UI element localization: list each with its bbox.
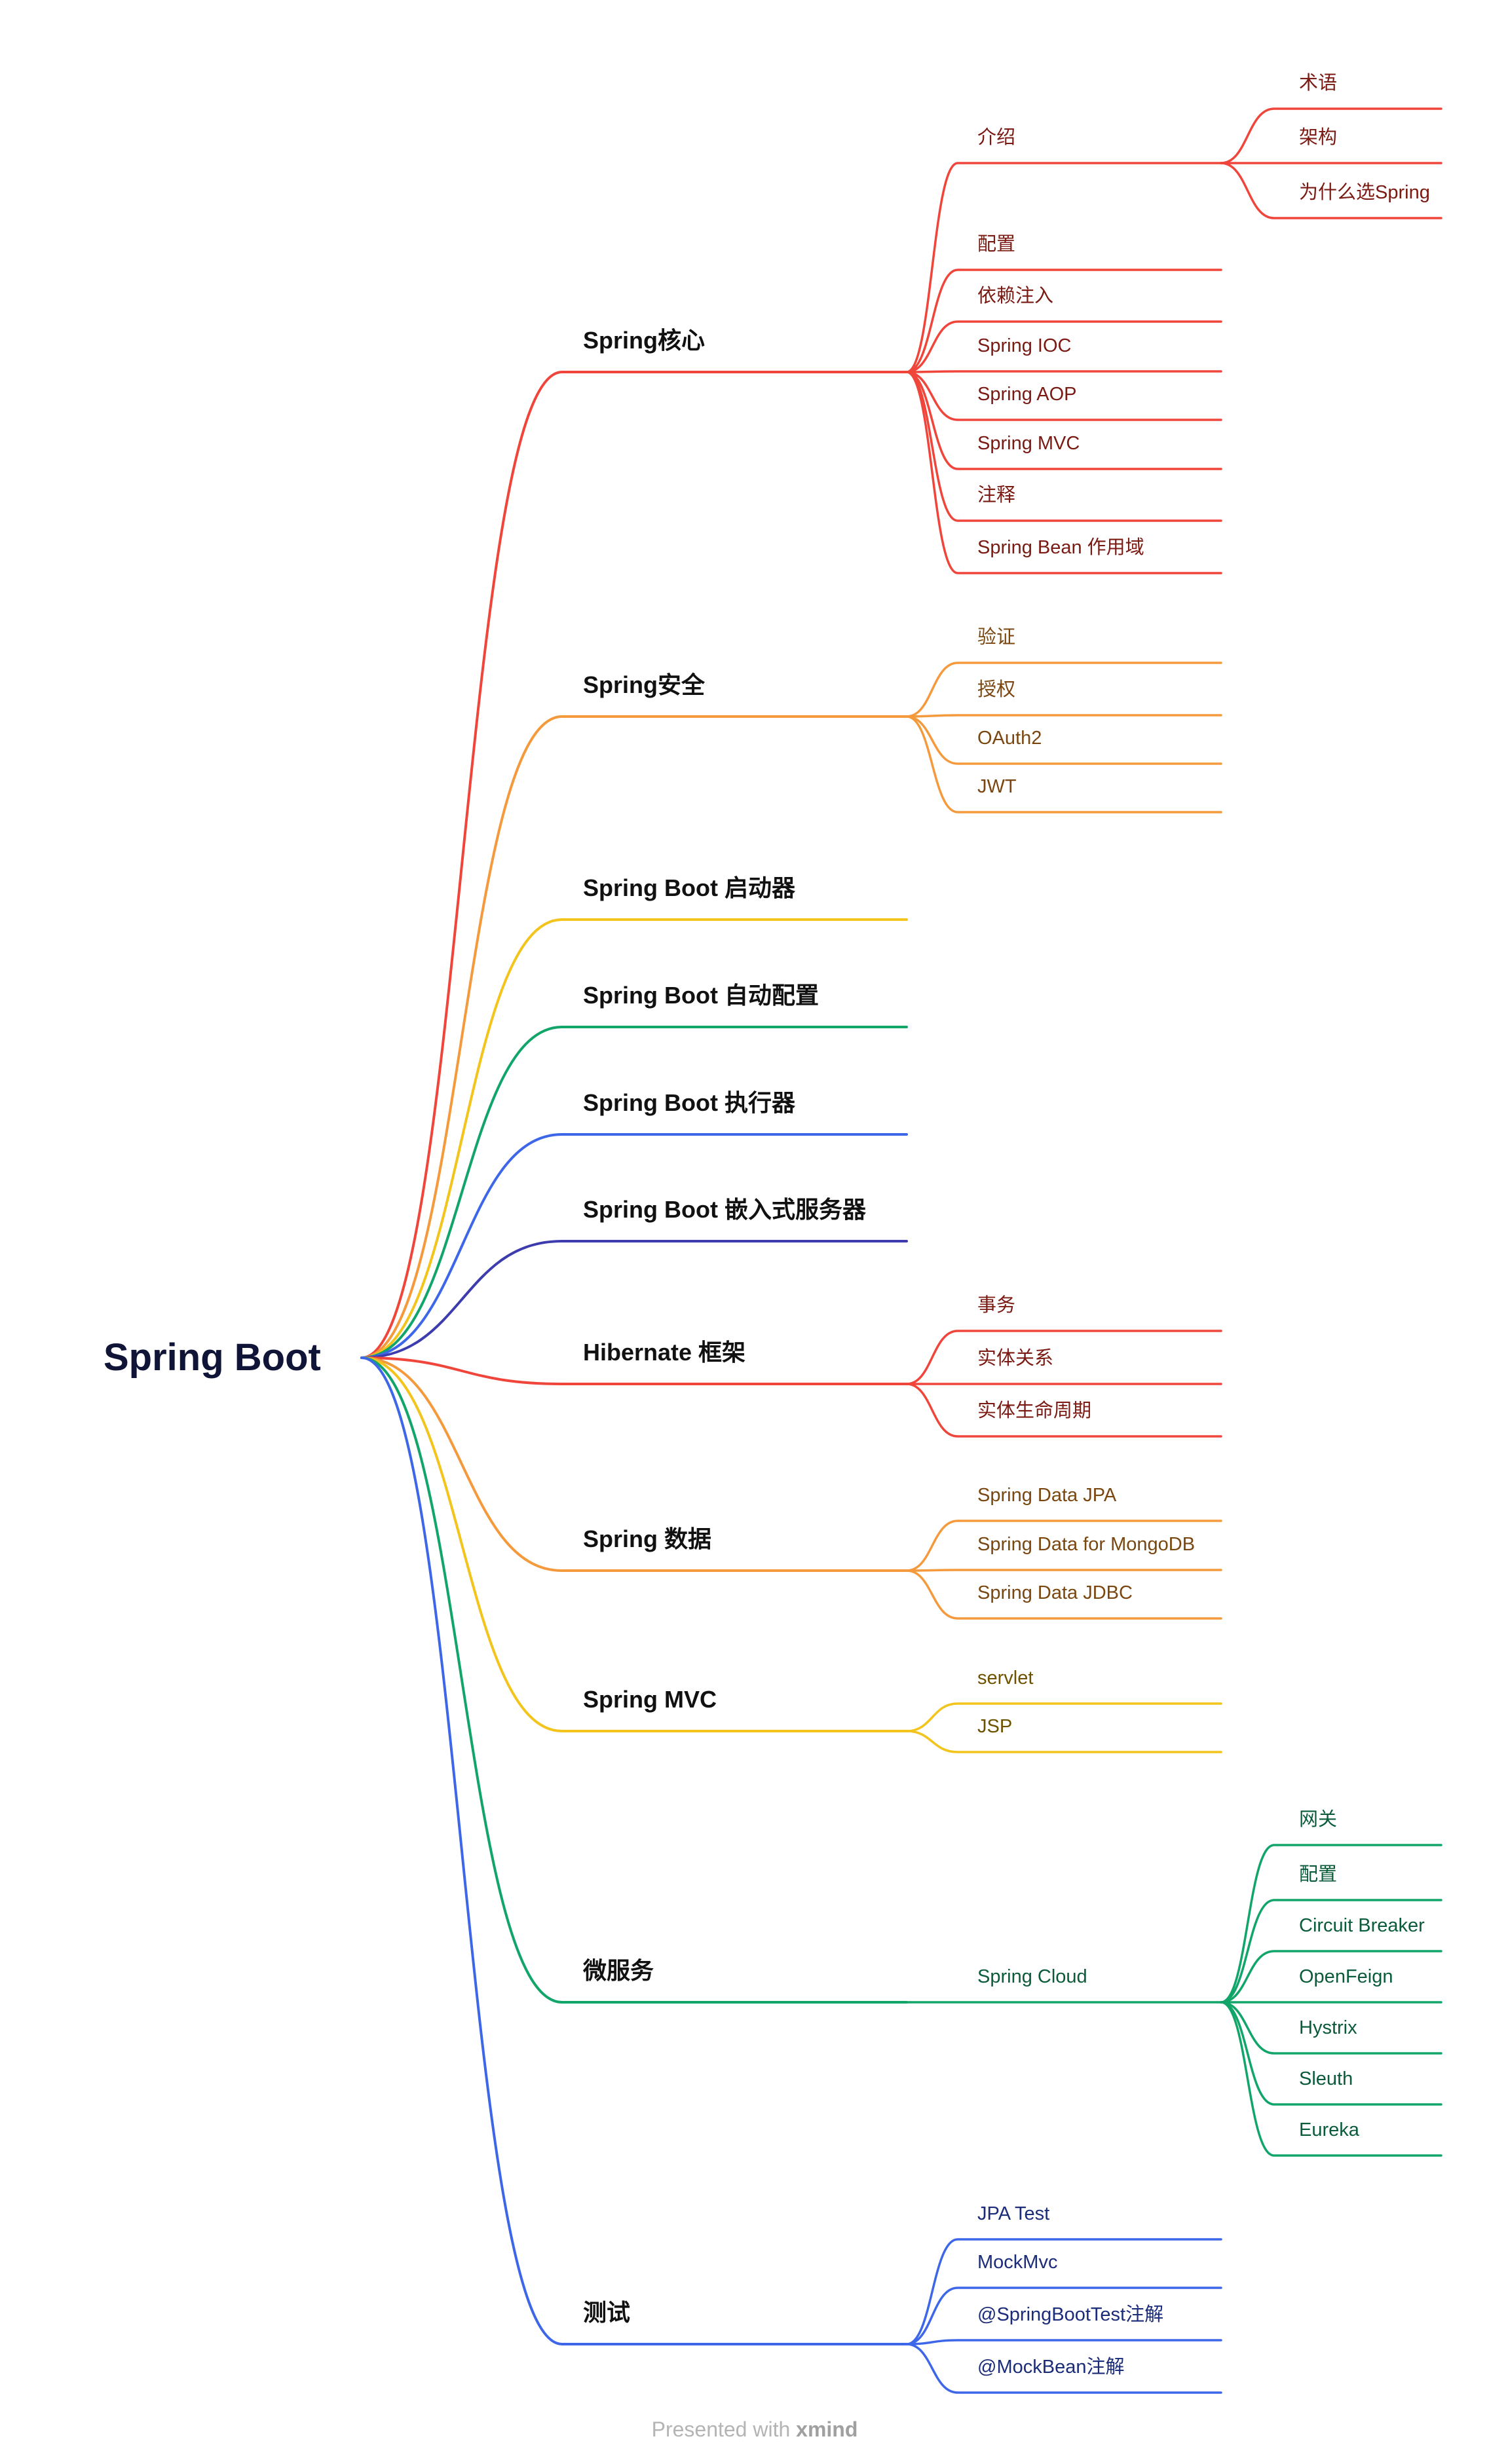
subtopic[interactable]: OAuth2	[977, 728, 1042, 749]
subtopic[interactable]: 验证	[977, 626, 1015, 648]
subtopic-connector	[905, 1569, 1222, 1620]
subtopic-connector	[905, 370, 1222, 373]
subtopic[interactable]: servlet	[977, 1668, 1033, 1689]
leaf-topic[interactable]: 为什么选Spring	[1299, 181, 1430, 203]
root-topic[interactable]: Spring Boot	[104, 1336, 321, 1379]
footer-credit: Presented with xmind	[652, 2417, 858, 2441]
subtopic-connector	[905, 715, 1222, 813]
main-branch-connector	[360, 1356, 908, 2004]
subtopic-connector	[905, 1569, 1222, 1572]
subtopic[interactable]: 依赖注入	[977, 285, 1053, 307]
subtopic[interactable]: Spring Data JPA	[977, 1485, 1117, 1506]
subtopic-connector	[905, 371, 1222, 421]
leaf-topic[interactable]: Hystrix	[1299, 2017, 1357, 2038]
leaf-connector	[1220, 1899, 1442, 2004]
subtopic[interactable]: 事务	[977, 1294, 1015, 1316]
main-topic[interactable]: Hibernate 框架	[583, 1339, 745, 1366]
connector-lines	[360, 107, 1442, 2394]
main-topic[interactable]: Spring Boot 启动器	[583, 874, 796, 901]
subtopic[interactable]: Spring MVC	[977, 433, 1080, 454]
main-topic[interactable]: Spring Boot 自动配置	[583, 982, 819, 1009]
subtopic-connector	[905, 371, 1222, 470]
subtopic-connector	[905, 662, 1222, 718]
leaf-connector	[1220, 107, 1442, 164]
main-topic[interactable]: 测试	[583, 2299, 630, 2326]
footer-brand: xmind	[796, 2417, 858, 2441]
main-branch-connector	[360, 1356, 908, 1385]
main-topic[interactable]: Spring安全	[583, 671, 706, 698]
leaf-topic[interactable]: 术语	[1299, 72, 1337, 94]
main-branch-connector	[360, 1133, 908, 1359]
subtopic-connector	[905, 2343, 1222, 2394]
subtopic[interactable]: @MockBean注解	[977, 2356, 1124, 2378]
subtopic[interactable]: Spring Data for MongoDB	[977, 1534, 1195, 1555]
subtopic-connector	[905, 714, 1222, 718]
main-topic[interactable]: Spring Boot 嵌入式服务器	[583, 1196, 867, 1223]
main-branch-connector	[360, 1026, 908, 1359]
footer-text: Presented with	[652, 2417, 791, 2441]
leaf-connector	[1220, 162, 1442, 219]
main-topic[interactable]: Spring Boot 执行器	[583, 1089, 796, 1116]
subtopic-connector	[905, 1520, 1222, 1572]
subtopic-connector	[905, 2339, 1222, 2345]
subtopic-connector	[905, 1702, 1222, 1732]
leaf-topic[interactable]: Sleuth	[1299, 2068, 1353, 2089]
subtopic[interactable]: 配置	[977, 234, 1015, 255]
leaf-topic[interactable]: Eureka	[1299, 2119, 1360, 2140]
subtopic[interactable]: 实体生命周期	[977, 1400, 1091, 1421]
subtopic[interactable]: 介绍	[977, 126, 1015, 148]
subtopic[interactable]: Spring AOP	[977, 384, 1077, 405]
main-branch-connector	[360, 1240, 908, 1359]
leaf-topic[interactable]: 架构	[1299, 126, 1337, 148]
leaf-connector	[1220, 2001, 1442, 2106]
subtopic[interactable]: 实体关系	[977, 1347, 1053, 1369]
main-topic[interactable]: Spring 数据	[583, 1525, 711, 1552]
leaf-topic[interactable]: Circuit Breaker	[1299, 1915, 1425, 1936]
main-branch-connector	[360, 1356, 908, 1732]
subtopic[interactable]: JWT	[977, 776, 1017, 797]
subtopic[interactable]: @SpringBootTest注解	[977, 2304, 1163, 2325]
subtopic[interactable]: Spring Bean 作用域	[977, 536, 1144, 558]
subtopic-connector	[905, 2287, 1222, 2345]
subtopic-connector	[905, 269, 1222, 373]
leaf-connector	[1220, 2001, 1442, 2055]
leaf-connector	[1220, 2001, 1442, 2157]
subtopic-connector	[905, 1730, 1222, 1753]
main-branch-connector	[360, 1356, 908, 1572]
leaf-topic[interactable]: 网关	[1299, 1808, 1337, 1830]
subtopic-connector	[905, 371, 1222, 574]
main-topic[interactable]: 微服务	[582, 1957, 654, 1984]
main-topic[interactable]: Spring核心	[583, 327, 705, 354]
leaf-topic[interactable]: OpenFeign	[1299, 1966, 1393, 1987]
subtopic[interactable]: MockMvc	[977, 2252, 1057, 2273]
subtopic-connector	[905, 320, 1222, 373]
subtopic-connector	[905, 2238, 1222, 2345]
main-branch-connector	[360, 1356, 908, 2345]
main-branch-connector	[360, 371, 908, 1359]
subtopic[interactable]: 授权	[977, 679, 1015, 700]
main-branch-connector	[360, 715, 908, 1359]
subtopic[interactable]: JPA Test	[977, 2203, 1049, 2224]
subtopic[interactable]: Spring Cloud	[977, 1966, 1087, 1987]
subtopic-connector	[905, 162, 1222, 373]
subtopic-connector	[905, 1383, 1222, 1438]
subtopic-connector	[905, 1330, 1222, 1385]
main-topic[interactable]: Spring MVC	[583, 1686, 717, 1713]
leaf-connector	[1220, 1950, 1442, 2004]
subtopic[interactable]: Spring IOC	[977, 335, 1071, 356]
subtopic[interactable]: 注释	[977, 484, 1015, 506]
subtopic[interactable]: JSP	[977, 1716, 1012, 1737]
subtopic[interactable]: Spring Data JDBC	[977, 1582, 1133, 1603]
subtopic-connector	[905, 715, 1222, 765]
leaf-topic[interactable]: 配置	[1299, 1864, 1337, 1885]
main-branch-connector	[360, 918, 908, 1359]
leaf-connector	[1220, 1844, 1442, 2004]
